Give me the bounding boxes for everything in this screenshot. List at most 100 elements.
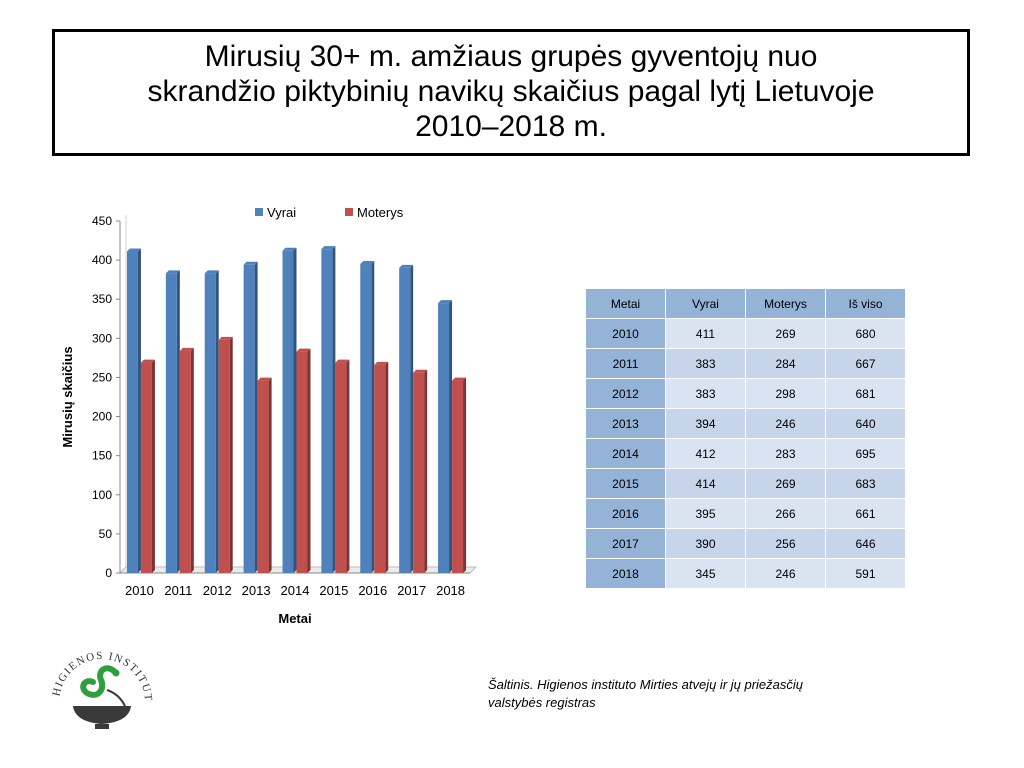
table-cell: 298	[746, 379, 825, 408]
table-cell: 414	[666, 469, 745, 498]
table-row: 2014 412 283 695	[586, 439, 905, 468]
bar-moterys-2011	[179, 350, 191, 573]
y-tick-label: 450	[92, 214, 112, 228]
y-tick-label: 300	[92, 331, 112, 345]
x-tick-label: 2014	[281, 583, 310, 598]
bowl-icon	[73, 706, 131, 724]
bar-moterys-2016	[374, 364, 386, 573]
y-tick-label: 50	[99, 527, 113, 541]
bar-vyrai-2014	[282, 250, 294, 574]
title-line-1: Mirusių 30+ m. amžiaus grupės gyventojų …	[204, 40, 818, 74]
table-cell: 667	[826, 349, 905, 378]
y-tick-label: 200	[92, 410, 112, 424]
table-cell: 266	[746, 499, 825, 528]
header-women: Moterys	[746, 289, 825, 318]
table-cell: 411	[666, 319, 745, 348]
bar-top	[165, 270, 180, 274]
table-cell: 395	[666, 499, 745, 528]
table-cell: 681	[826, 379, 905, 408]
table-cell: 2018	[586, 559, 665, 588]
table-row: 2017 390 256 646	[586, 529, 905, 558]
title-line-2: skrandžio piktybinių navikų skaičius pag…	[147, 75, 875, 109]
x-tick-label: 2017	[397, 583, 426, 598]
bar-top	[335, 359, 350, 363]
y-tick-label: 0	[105, 566, 112, 580]
bar-moterys-2018	[452, 380, 464, 573]
table-row: 2010 411 269 680	[586, 319, 905, 348]
bar-top	[126, 248, 141, 252]
table-row: 2013 394 246 640	[586, 409, 905, 438]
bar-side	[151, 359, 155, 573]
bar-side	[268, 377, 272, 573]
table-cell: 2010	[586, 319, 665, 348]
y-axis-title: Mirusių skaičius	[60, 346, 75, 447]
x-tick-label: 2011	[164, 583, 192, 598]
table-row: 2012 383 298 681	[586, 379, 905, 408]
source-line-2: valstybės registras	[488, 695, 596, 711]
x-tick-label: 2018	[436, 583, 465, 598]
bar-vyrai-2012	[204, 273, 216, 573]
bar-top	[243, 261, 258, 265]
data-table-container: Metai Vyrai Moterys Iš viso 2010 411 269 68…	[585, 288, 906, 589]
bar-side	[215, 270, 219, 573]
bar-side	[371, 261, 375, 573]
bar-top	[399, 264, 414, 268]
snake-icon	[80, 665, 118, 698]
x-tick-label: 2016	[358, 583, 387, 598]
bar-side	[346, 359, 350, 573]
legend-swatch	[345, 208, 353, 216]
bar-side	[137, 248, 141, 574]
bar-vyrai-2016	[360, 264, 372, 573]
legend-label: Vyrai	[267, 205, 296, 220]
bar-top	[257, 377, 272, 381]
table-cell: 591	[826, 559, 905, 588]
bar-top	[321, 246, 336, 250]
bar-moterys-2017	[413, 372, 425, 573]
bar-top	[204, 270, 219, 274]
bar-side	[332, 246, 336, 573]
table-cell: 269	[746, 469, 825, 498]
bar-side	[229, 336, 233, 573]
bar-chart: 0 50 100 150 200 250 300 350 400 450 2010 2011 2012 2…	[60, 205, 478, 626]
y-tick-label: 350	[92, 292, 112, 306]
bar-moterys-2010	[140, 362, 152, 573]
table-cell: 283	[746, 439, 825, 468]
table-cell: 269	[746, 319, 825, 348]
legend-label: Moterys	[357, 205, 404, 220]
bar-top	[179, 347, 194, 351]
y-tick-label: 400	[92, 253, 112, 267]
table-cell: 2016	[586, 499, 665, 528]
x-tick-label: 2012	[203, 583, 232, 598]
bar-vyrai-2017	[399, 267, 411, 573]
table-cell: 661	[826, 499, 905, 528]
bar-vyrai-2011	[165, 273, 177, 573]
bar-side	[463, 377, 467, 573]
table-cell: 640	[826, 409, 905, 438]
table-row: 2011 383 284 667	[586, 349, 905, 378]
bar-top	[438, 300, 453, 304]
slide-title: Mirusių 30+ m. amžiaus grupės gyventojų …	[52, 29, 970, 156]
table-cell: 2013	[586, 409, 665, 438]
table-cell: 394	[666, 409, 745, 438]
bar-side	[307, 348, 311, 573]
table-cell: 646	[826, 529, 905, 558]
table-row: 2018 345 246 591	[586, 559, 905, 588]
bar-moterys-2013	[257, 380, 269, 573]
table-cell: 284	[746, 349, 825, 378]
table-cell: 2014	[586, 439, 665, 468]
table-cell: 383	[666, 349, 745, 378]
table-cell: 2011	[586, 349, 665, 378]
y-tick-label: 150	[92, 449, 112, 463]
bar-top	[282, 247, 297, 251]
bar-top	[452, 377, 467, 381]
header-year: Metai	[586, 289, 665, 318]
bar-side	[385, 361, 389, 573]
source-line-1: Šaltinis. Higienos instituto Mirties atv…	[488, 677, 804, 692]
table-cell: 390	[666, 529, 745, 558]
bar-top	[218, 336, 233, 340]
x-tick-label: 2013	[242, 583, 271, 598]
bar-vyrai-2015	[321, 249, 333, 573]
header-men: Vyrai	[666, 289, 745, 318]
table-cell: 246	[746, 559, 825, 588]
table-cell: 412	[666, 439, 745, 468]
